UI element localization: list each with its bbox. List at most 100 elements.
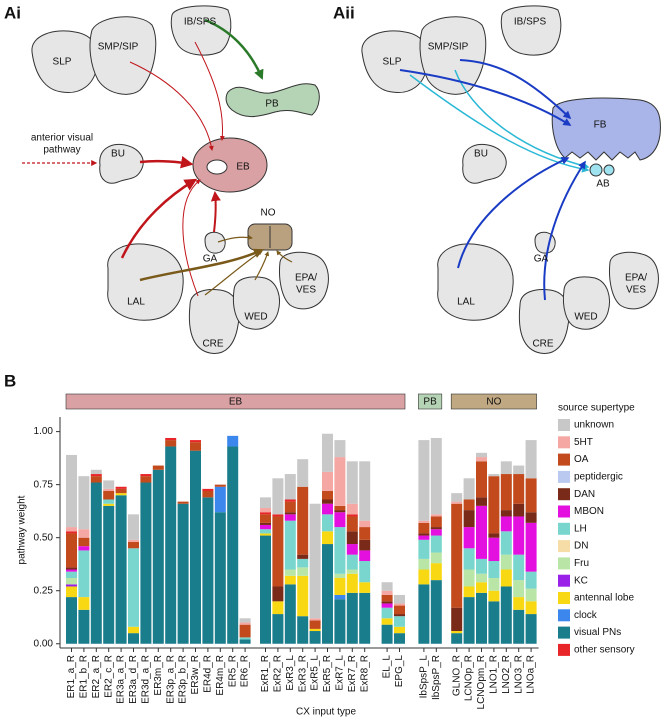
bar-segment xyxy=(394,614,405,617)
bar-segment xyxy=(309,631,321,644)
bar-segment xyxy=(297,459,309,487)
bar-segment xyxy=(214,486,226,513)
bar-segment xyxy=(78,476,90,530)
bar-segment xyxy=(284,575,296,585)
legend-label: Fru xyxy=(574,558,589,569)
x-tick-label: ExR2_R xyxy=(273,655,284,692)
y-tick-label: 0.00 xyxy=(34,638,54,649)
legend-swatch xyxy=(558,592,570,604)
bar-segment xyxy=(418,539,430,559)
annotation: pathway xyxy=(43,145,80,156)
region-label: EPA/ xyxy=(295,273,317,284)
bar-segment xyxy=(66,597,77,644)
bar-segment xyxy=(140,474,152,477)
region-label: FB xyxy=(594,120,607,131)
group-label: NO xyxy=(486,397,501,408)
bar-segment xyxy=(239,639,251,644)
legend-label: LH xyxy=(574,523,587,534)
bar-segment xyxy=(418,558,430,570)
bar-segment xyxy=(128,514,139,540)
annotation: anterior visual xyxy=(31,133,93,144)
bar-segment xyxy=(78,529,90,538)
bar-segment xyxy=(463,527,475,549)
legend-label: unknown xyxy=(574,420,614,431)
bar-segment xyxy=(177,501,189,504)
bar-segment xyxy=(513,554,525,581)
bar-segment xyxy=(260,507,271,513)
bar-segment xyxy=(103,505,115,644)
bar-segment xyxy=(513,465,525,475)
x-tick-label: GLNO_R xyxy=(451,655,462,696)
region xyxy=(188,289,240,354)
bar-segment xyxy=(451,503,463,608)
bar-segment xyxy=(430,535,442,553)
bar-segment xyxy=(115,493,127,496)
legend-swatch xyxy=(558,574,570,587)
bar-segment xyxy=(66,586,77,598)
bar-segment xyxy=(346,531,358,545)
bar-segment xyxy=(334,594,346,600)
arrows-fb xyxy=(399,59,586,301)
bar-segment xyxy=(128,548,139,627)
bar-segment xyxy=(394,616,405,627)
y-tick-label: 0.75 xyxy=(34,479,54,490)
bar-segment xyxy=(463,499,475,511)
x-tick-label: LNO1_R xyxy=(489,655,500,694)
bar-segment xyxy=(430,514,442,517)
legend-label: 5HT xyxy=(574,437,593,448)
region xyxy=(279,251,329,310)
bar-segment xyxy=(78,537,90,547)
bar-segment xyxy=(128,626,139,634)
bar-segment xyxy=(128,539,139,542)
bar-segment xyxy=(488,601,500,644)
bar-segment xyxy=(394,594,405,604)
bar-segment xyxy=(525,440,537,479)
bar-segment xyxy=(78,550,90,598)
bar-segment xyxy=(381,590,393,595)
region-label: WED xyxy=(574,312,597,323)
bar-segment xyxy=(418,522,430,534)
bar-segment xyxy=(272,514,284,517)
region-label: EPA/ xyxy=(625,273,647,284)
bar-segment xyxy=(284,474,296,500)
bar-segment xyxy=(500,554,512,570)
region-label: WED xyxy=(244,312,267,323)
x-tick-label: ER4d_R xyxy=(203,655,214,693)
bar-segment xyxy=(334,599,346,644)
region-ab xyxy=(589,163,603,177)
bar-segment xyxy=(66,531,77,534)
bar-segment xyxy=(463,597,475,644)
bar-segment xyxy=(284,501,296,513)
bar-segment xyxy=(488,537,500,562)
bar-segment xyxy=(346,461,358,504)
legend-swatch xyxy=(558,626,570,639)
region xyxy=(170,5,232,56)
bar-segment xyxy=(103,480,115,489)
bar-segment xyxy=(451,631,463,634)
y-tick-label: 1.00 xyxy=(34,426,54,437)
bar-segment xyxy=(78,597,90,610)
x-tick-label: ER1_a_R xyxy=(66,655,77,698)
bar-segment xyxy=(359,592,371,644)
bar-segment xyxy=(260,535,271,644)
bar-segment xyxy=(239,624,251,638)
bar-segment xyxy=(260,522,271,525)
bar-segment xyxy=(190,440,201,443)
bar-segment xyxy=(381,618,393,625)
bar-segment xyxy=(451,501,463,504)
legend-label: KC xyxy=(574,575,588,586)
x-tick-label: ExR5_R xyxy=(322,655,333,692)
bar-segment xyxy=(202,488,214,492)
legend-swatch xyxy=(558,488,570,501)
bar-segment xyxy=(66,567,77,570)
region-label: IB/SPS xyxy=(184,17,217,28)
region-label: NO xyxy=(261,208,276,219)
region-label: CRE xyxy=(532,339,553,350)
bar-segment xyxy=(418,535,430,540)
panel-label: Aii xyxy=(333,3,355,22)
bar-segment xyxy=(128,633,139,644)
panel-label: Ai xyxy=(4,3,21,22)
arrows-no xyxy=(139,235,293,296)
x-tick-label: ER2_a_R xyxy=(91,655,102,698)
